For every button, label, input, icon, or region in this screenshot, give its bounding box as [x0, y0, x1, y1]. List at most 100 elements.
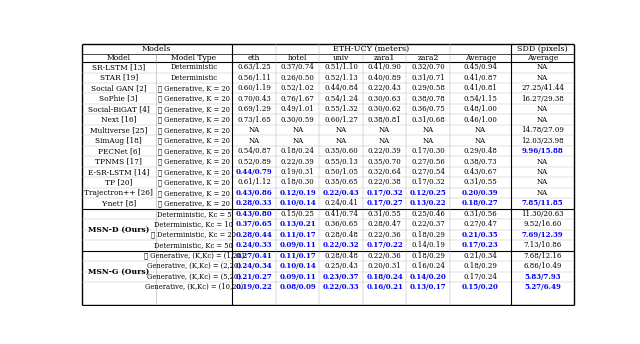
Text: 0.13/0.22: 0.13/0.22 [410, 200, 446, 207]
Text: 0.27/0.41: 0.27/0.41 [236, 252, 273, 260]
Text: Deterministic: Deterministic [170, 63, 218, 71]
Text: 0.10/0.14: 0.10/0.14 [280, 262, 316, 270]
Text: 0.15/0.25: 0.15/0.25 [281, 210, 315, 218]
Text: ✱ Generative, K = 20: ✱ Generative, K = 20 [158, 126, 230, 134]
Text: 0.30/0.63: 0.30/0.63 [368, 95, 401, 103]
Text: 0.49/1.01: 0.49/1.01 [281, 105, 315, 113]
Text: 0.38/0.73: 0.38/0.73 [463, 158, 497, 165]
Text: NA: NA [248, 137, 260, 144]
Text: 0.56/1.11: 0.56/1.11 [237, 74, 271, 82]
Text: 9.96/15.88: 9.96/15.88 [522, 147, 564, 155]
Text: 0.18/0.27: 0.18/0.27 [462, 200, 499, 207]
Text: 6.86/10.49: 6.86/10.49 [524, 262, 562, 270]
Text: NA: NA [292, 126, 303, 134]
Text: 0.17/0.30: 0.17/0.30 [411, 147, 445, 155]
Text: ✱ Generative, K = 20: ✱ Generative, K = 20 [158, 137, 230, 144]
Text: 0.11/0.17: 0.11/0.17 [280, 252, 316, 260]
Text: 0.23/0.37: 0.23/0.37 [323, 273, 360, 281]
Text: 0.31/0.55: 0.31/0.55 [368, 210, 401, 218]
Text: 0.38/0.81: 0.38/0.81 [368, 116, 401, 123]
Text: NA: NA [475, 126, 486, 134]
Text: 0.13/0.21: 0.13/0.21 [280, 221, 316, 228]
Text: 12.03/23.98: 12.03/23.98 [522, 137, 564, 144]
Text: 0.17/0.22: 0.17/0.22 [366, 241, 403, 249]
Text: Average: Average [527, 54, 558, 62]
Text: Deterministic, Kc = 50: Deterministic, Kc = 50 [154, 241, 234, 249]
Text: NA: NA [379, 126, 390, 134]
Text: SR-LSTM [13]: SR-LSTM [13] [92, 63, 145, 71]
Text: 0.13/0.17: 0.13/0.17 [410, 283, 446, 291]
Text: 0.45/0.94: 0.45/0.94 [463, 63, 497, 71]
Text: 0.29/0.48: 0.29/0.48 [463, 147, 497, 155]
Text: 0.12/0.19: 0.12/0.19 [280, 189, 316, 197]
Text: 0.37/0.74: 0.37/0.74 [281, 63, 315, 71]
Text: Generative, (K,Kc) = (10,20): Generative, (K,Kc) = (10,20) [145, 283, 243, 291]
Text: 0.22/0.43: 0.22/0.43 [323, 189, 360, 197]
Text: 0.26/0.50: 0.26/0.50 [281, 74, 315, 82]
Text: 0.31/0.55: 0.31/0.55 [463, 179, 497, 186]
Text: Model: Model [107, 54, 131, 62]
Text: ✱ Generative, K = 20: ✱ Generative, K = 20 [158, 84, 230, 92]
Text: Trajectron++ [26]: Trajectron++ [26] [84, 189, 153, 197]
Text: ✱ Generative, (K,Kc) = (1,20): ✱ Generative, (K,Kc) = (1,20) [144, 252, 244, 260]
Text: Social-BiGAT [4]: Social-BiGAT [4] [88, 105, 150, 113]
Text: ✱ Deterministic, Kc = 20: ✱ Deterministic, Kc = 20 [152, 231, 236, 239]
Text: ETH-UCY (meters): ETH-UCY (meters) [333, 45, 410, 53]
Text: 0.28/0.33: 0.28/0.33 [236, 200, 272, 207]
Text: Deterministic, Kc = 5: Deterministic, Kc = 5 [157, 210, 231, 218]
Text: 0.24/0.34: 0.24/0.34 [236, 262, 272, 270]
Text: 0.14/0.20: 0.14/0.20 [410, 273, 446, 281]
Text: 0.24/0.33: 0.24/0.33 [236, 241, 272, 249]
Text: ✱ Generative, K = 20: ✱ Generative, K = 20 [158, 95, 230, 103]
Text: SDD (pixels): SDD (pixels) [517, 45, 568, 53]
Text: 0.54/0.87: 0.54/0.87 [237, 147, 271, 155]
Text: Deterministic: Deterministic [170, 74, 218, 82]
Text: 0.18/0.24: 0.18/0.24 [281, 147, 315, 155]
Text: 0.20/0.39: 0.20/0.39 [462, 189, 499, 197]
Text: 0.55/1.32: 0.55/1.32 [324, 105, 358, 113]
Text: 0.50/1.05: 0.50/1.05 [324, 168, 358, 176]
Text: 0.60/1.19: 0.60/1.19 [237, 84, 271, 92]
Text: 0.41/0.90: 0.41/0.90 [367, 63, 401, 71]
Text: 0.21/0.35: 0.21/0.35 [462, 231, 499, 239]
Text: 0.40/0.89: 0.40/0.89 [367, 74, 401, 82]
Text: 0.22/0.36: 0.22/0.36 [368, 231, 401, 239]
Text: 14.78/27.09: 14.78/27.09 [521, 126, 564, 134]
Text: Models: Models [142, 45, 172, 53]
Text: 0.28/0.48: 0.28/0.48 [324, 252, 358, 260]
Text: 0.73/1.65: 0.73/1.65 [237, 116, 271, 123]
Text: NA: NA [292, 137, 303, 144]
Text: 0.22/0.39: 0.22/0.39 [368, 147, 401, 155]
Text: 0.19/0.22: 0.19/0.22 [236, 283, 273, 291]
Text: 0.43/0.67: 0.43/0.67 [463, 168, 497, 176]
Text: ✱ Generative, K = 20: ✱ Generative, K = 20 [158, 168, 230, 176]
Text: 0.44/0.84: 0.44/0.84 [324, 84, 358, 92]
Text: 0.16/0.24: 0.16/0.24 [411, 262, 445, 270]
Text: 0.31/0.71: 0.31/0.71 [411, 74, 445, 82]
Text: 0.17/0.23: 0.17/0.23 [462, 241, 499, 249]
Text: PECNet [6]: PECNet [6] [97, 147, 140, 155]
Text: 0.18/0.29: 0.18/0.29 [411, 252, 445, 260]
Text: 0.22/0.33: 0.22/0.33 [323, 283, 360, 291]
Text: NA: NA [248, 126, 260, 134]
Text: 0.21/0.27: 0.21/0.27 [236, 273, 273, 281]
Text: eth: eth [248, 54, 260, 62]
Text: 0.12/0.25: 0.12/0.25 [410, 189, 446, 197]
Text: 0.35/0.65: 0.35/0.65 [324, 179, 358, 186]
Text: 0.21/0.34: 0.21/0.34 [463, 252, 497, 260]
Text: 0.54/1.15: 0.54/1.15 [463, 95, 497, 103]
Text: 0.63/1.25: 0.63/1.25 [237, 63, 271, 71]
Text: TP [20]: TP [20] [105, 179, 132, 186]
Text: 0.60/1.27: 0.60/1.27 [324, 116, 358, 123]
Text: 0.46/1.00: 0.46/1.00 [463, 116, 497, 123]
Text: 0.44/0.79: 0.44/0.79 [236, 168, 273, 176]
Text: 0.28/0.48: 0.28/0.48 [324, 231, 358, 239]
Text: 0.18/0.29: 0.18/0.29 [411, 231, 445, 239]
Text: NA: NA [335, 126, 347, 134]
Text: 0.09/0.11: 0.09/0.11 [280, 241, 316, 249]
Text: Y-net† [8]: Y-net† [8] [101, 200, 136, 207]
Text: MSN-G (Ours): MSN-G (Ours) [88, 268, 149, 276]
Text: 0.31/0.56: 0.31/0.56 [463, 210, 497, 218]
Text: 11.30/20.63: 11.30/20.63 [522, 210, 564, 218]
Text: 0.52/1.02: 0.52/1.02 [281, 84, 315, 92]
